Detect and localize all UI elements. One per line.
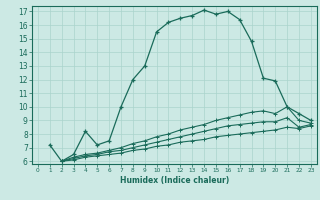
- X-axis label: Humidex (Indice chaleur): Humidex (Indice chaleur): [120, 176, 229, 185]
